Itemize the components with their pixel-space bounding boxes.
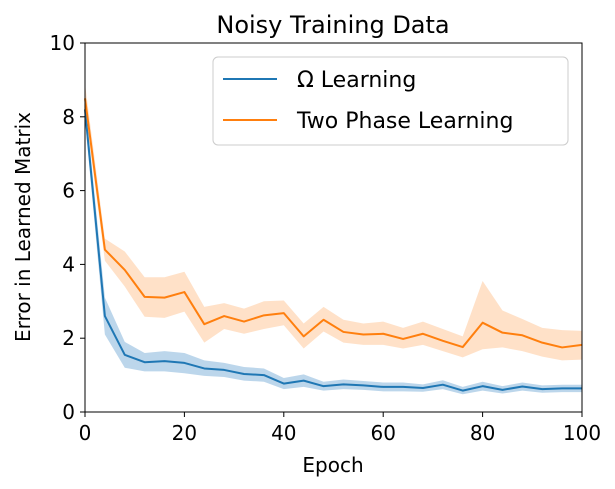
series-line-two-phase-learning	[84, 98, 583, 349]
legend-label-omega-learning: Ω Learning	[297, 68, 416, 93]
x-tick-label: 40	[271, 421, 296, 445]
legend: Ω Learning Two Phase Learning	[212, 56, 569, 146]
y-tick-label: 8	[62, 105, 75, 129]
y-axis: 0 2 4 6 8 10	[50, 31, 85, 424]
chart-title: Noisy Training Data	[216, 11, 449, 39]
y-tick-label: 4	[62, 252, 75, 276]
legend-label-two-phase-learning: Two Phase Learning	[296, 109, 513, 134]
series-line-omega-learning	[84, 109, 582, 392]
x-axis: 0 20 40 60 80 100	[79, 412, 601, 445]
y-tick-label: 6	[62, 179, 75, 203]
y-tick-label: 10	[50, 31, 75, 55]
y-tick-label: 0	[62, 400, 75, 424]
band-omega-learning	[85, 98, 582, 395]
legend-frame	[212, 56, 569, 146]
x-tick-label: 80	[470, 421, 495, 445]
plot-frame	[84, 42, 583, 413]
x-axis-label: Epoch	[302, 453, 363, 477]
x-tick-label: 100	[563, 421, 601, 445]
y-tick-label: 2	[62, 326, 75, 350]
series-lines	[84, 98, 583, 392]
confidence-bands	[85, 83, 582, 395]
x-tick-label: 60	[370, 421, 395, 445]
band-two-phase-learning	[85, 83, 582, 361]
y-axis-label: Error in Learned Matrix	[11, 112, 35, 342]
x-tick-label: 0	[79, 421, 92, 445]
x-tick-label: 20	[172, 421, 197, 445]
